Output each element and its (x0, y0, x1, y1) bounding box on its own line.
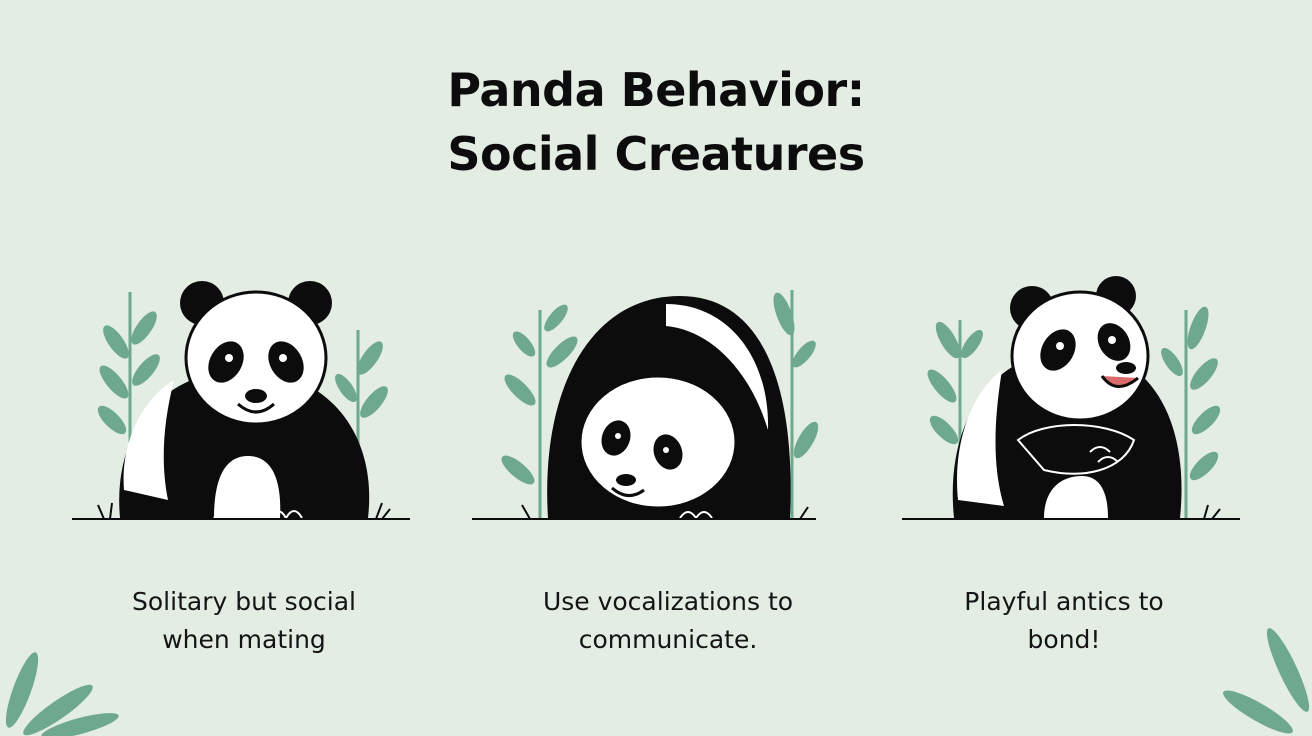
bamboo-right-icon (773, 290, 819, 518)
panda-card-1-illustration (64, 270, 424, 530)
panda-body-icon (547, 296, 791, 520)
title-line-2: Social Creatures (447, 127, 865, 181)
caption-3-line-2: bond! (1027, 625, 1101, 654)
caption-playful: Playful antics to bond! (874, 583, 1254, 659)
bamboo-right-icon (1161, 306, 1221, 518)
crouching-panda-icon (472, 290, 819, 520)
caption-3-line-1: Playful antics to (964, 587, 1164, 616)
title-line-1: Panda Behavior: (447, 63, 865, 117)
bamboo-left-icon (501, 304, 578, 518)
caption-1-line-1: Solitary but social (132, 587, 356, 616)
sitting-panda-icon (72, 281, 410, 521)
corner-leaves-right-icon (1223, 628, 1310, 734)
page-title: Panda Behavior: Social Creatures (0, 58, 1312, 186)
panda-body-icon (119, 281, 370, 521)
panda-card-2-illustration (470, 270, 830, 530)
panda-card-3-illustration (894, 270, 1254, 530)
caption-solitary: Solitary but social when mating (54, 583, 434, 659)
caption-2-line-1: Use vocalizations to (542, 587, 794, 616)
caption-vocalizations: Use vocalizations to communicate. (478, 583, 858, 659)
caption-2-line-2: communicate. (578, 625, 758, 654)
corner-leaves-left-icon (5, 652, 119, 736)
panda-body-icon (952, 276, 1182, 518)
playful-panda-icon (902, 276, 1240, 520)
caption-1-line-2: when mating (162, 625, 326, 654)
